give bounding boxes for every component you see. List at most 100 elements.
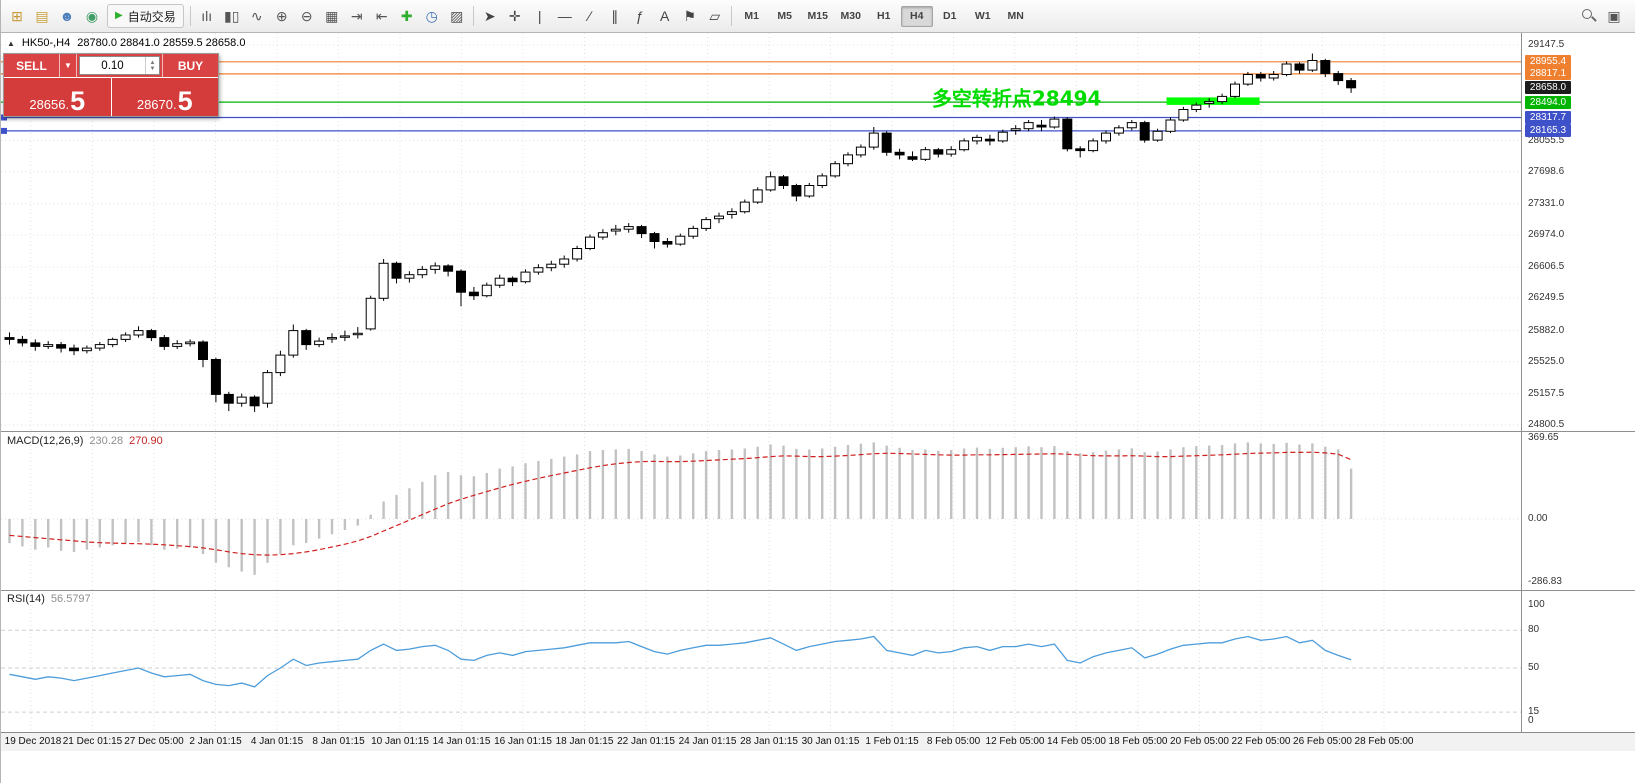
one-click-trade-panel: SELL ▼ 0.10 ▲ ▼ BUY 28656. 5 28670. 5 [3, 53, 219, 117]
macd-main-value: 230.28 [89, 435, 124, 447]
rsi-scale-label: 80 [1528, 624, 1540, 636]
volume-spinner[interactable]: ▲ ▼ [145, 57, 159, 74]
time-axis[interactable]: 19 Dec 2018 21 Dec 01:15 27 Dec 05:00 2 Jan… [1, 732, 1635, 751]
price-tick-label: 25525.0 [1528, 355, 1565, 367]
panel-separators [1, 33, 1635, 732]
buy-button[interactable]: BUY [162, 54, 218, 77]
buy-price-button[interactable]: 28670. 5 [112, 78, 219, 116]
chart-canvas[interactable]: 多空转折点28494 [1, 33, 1635, 737]
trendline-icon[interactable]: ∕ [588, 8, 591, 24]
toolbar-right-group: ▣ [1576, 4, 1632, 28]
ohlc-values: 28780.0 28841.0 28559.5 28658.0 [77, 37, 246, 49]
line-chart-icon[interactable]: ∿ [250, 7, 263, 24]
rsi-scale-label: 15 [1528, 706, 1540, 718]
time-label: 14 Feb 05:00 [1047, 736, 1106, 747]
autotrading-button[interactable]: ▶ 自动交易 [107, 4, 184, 28]
current-price-badge: 28658.0 [1525, 81, 1571, 95]
price-tick-label: 24800.5 [1528, 419, 1565, 430]
price-axis[interactable]: 29147.5 28055.5 27698.6 27331.0 26974.0 26606… [1522, 33, 1635, 732]
grid [1, 33, 1521, 732]
timeframe-H4[interactable]: H4 [900, 5, 933, 27]
navigator-icon[interactable]: ◉ [85, 7, 99, 24]
periods-icon[interactable]: ◷ [425, 7, 438, 24]
candles [4, 53, 1357, 412]
price-badge: 28955.4 [1525, 55, 1571, 69]
channel-icon[interactable]: ∥ [611, 7, 619, 24]
trade-panel-prices: 28656. 5 28670. 5 [4, 77, 218, 116]
timeframe-M5[interactable]: M5 [777, 10, 793, 22]
market-watch-icon[interactable]: ☻ [59, 8, 75, 24]
candle-chart-icon[interactable]: ▮▯ [224, 7, 240, 24]
zoom-in-icon[interactable]: ⊕ [275, 7, 288, 24]
label-icon[interactable]: ⚑ [683, 7, 696, 24]
fibonacci-icon[interactable]: ƒ [635, 8, 644, 24]
shapes-icon[interactable]: ▱ [709, 7, 721, 24]
macd-signal-line [9, 451, 1352, 556]
timeframe-M30[interactable]: M30 [840, 10, 861, 22]
buy-price-small: 28670. [136, 96, 177, 112]
timeframe-H1[interactable]: H1 [877, 10, 891, 22]
charts-icon[interactable]: ▤ [35, 7, 49, 24]
bar-chart-icon[interactable]: ılı [201, 8, 213, 24]
trade-panel-top-row: SELL ▼ 0.10 ▲ ▼ BUY [4, 54, 218, 77]
annotation-text[interactable]: 多空转折点28494 [932, 87, 1102, 111]
time-label: 24 Jan 01:15 [678, 736, 737, 747]
symbol-period-label: HK50-,H4 [21, 37, 71, 49]
sell-price-big: 5 [70, 85, 86, 116]
timeframe-MN[interactable]: MN [1007, 10, 1024, 22]
panel-toggle-icon[interactable]: ▲ [7, 38, 15, 48]
sell-button[interactable]: SELL [16, 58, 47, 73]
timeframe-D1[interactable]: D1 [943, 10, 957, 22]
profiles-icon[interactable]: ▣ [1607, 7, 1621, 24]
price-tick-label: 27331.0 [1528, 197, 1565, 209]
order-type-dropdown[interactable]: ▼ [59, 54, 77, 77]
timeframe-group: M1 M5 M15 M30 H1 H4 D1 W1 MN [736, 5, 1032, 27]
search-icon[interactable] [1576, 4, 1600, 28]
price-badge: 28817.1 [1525, 67, 1571, 81]
zoom-out-icon[interactable]: ⊖ [300, 7, 313, 24]
sell-price-small: 28656. [29, 96, 70, 112]
new-order-icon[interactable]: ⊞ [11, 7, 23, 24]
macd-scale-label: 0.00 [1528, 513, 1548, 524]
indicators-icon[interactable]: ✚ [400, 7, 413, 24]
timeframe-M1[interactable]: M1 [744, 10, 760, 22]
price-badge: 28317.7 [1525, 111, 1571, 124]
chart-title: ▲ HK50-,H4 28780.0 28841.0 28559.5 28658… [7, 37, 245, 49]
time-label: 8 Jan 01:15 [312, 736, 365, 747]
cursor-icon[interactable]: ➤ [483, 7, 496, 24]
line-edge-marker[interactable] [1, 114, 7, 121]
time-label: 1 Feb 01:15 [865, 736, 919, 747]
price-badge: 28165.3 [1525, 124, 1571, 138]
price-tick-label: 26249.5 [1528, 292, 1565, 304]
macd-name: MACD(12,26,9) [7, 435, 84, 447]
timeframe-W1[interactable]: W1 [974, 10, 991, 22]
price-tick-label: 28055.5 [1528, 134, 1565, 146]
volume-value[interactable]: 0.10 [101, 59, 124, 72]
vertical-line-icon[interactable]: | [537, 8, 542, 24]
chart-shift-icon[interactable]: ⇤ [375, 7, 388, 24]
rsi-value: 56.5797 [50, 593, 91, 605]
volume-input[interactable]: 0.10 ▲ ▼ [79, 56, 160, 75]
price-tick-label: 26974.0 [1528, 229, 1565, 240]
time-label: 28 Feb 05:00 [1354, 736, 1414, 747]
templates-icon[interactable]: ▨ [450, 7, 464, 24]
macd-histogram [8, 442, 1353, 575]
timeframe-M15[interactable]: M15 [807, 10, 828, 22]
auto-scroll-icon[interactable]: ⇥ [350, 7, 363, 24]
text-icon[interactable]: A [660, 8, 670, 24]
time-label: 16 Jan 01:15 [494, 736, 552, 747]
time-label: 18 Feb 05:00 [1108, 736, 1168, 747]
time-label: 18 Jan 01:15 [555, 736, 614, 747]
sell-price-button[interactable]: 28656. 5 [4, 78, 112, 116]
line-edge-marker[interactable] [1, 127, 7, 134]
chart-region[interactable]: 多空转折点28494 ▲ HK50-,H4 28780.0 28841.0 28… [1, 33, 1635, 783]
time-label: 19 Dec 2018 [4, 736, 62, 747]
rsi-name: RSI(14) [7, 593, 45, 605]
time-label: 20 Feb 05:00 [1170, 736, 1229, 747]
tile-windows-icon[interactable]: ▦ [325, 7, 339, 24]
horizontal-line-icon[interactable]: — [557, 8, 572, 24]
time-label: 12 Feb 05:00 [985, 736, 1045, 747]
macd-scale-label: -286.83 [1528, 575, 1562, 587]
crosshair-icon[interactable]: ✛ [508, 7, 521, 24]
price-tick-label: 29147.5 [1528, 39, 1565, 50]
